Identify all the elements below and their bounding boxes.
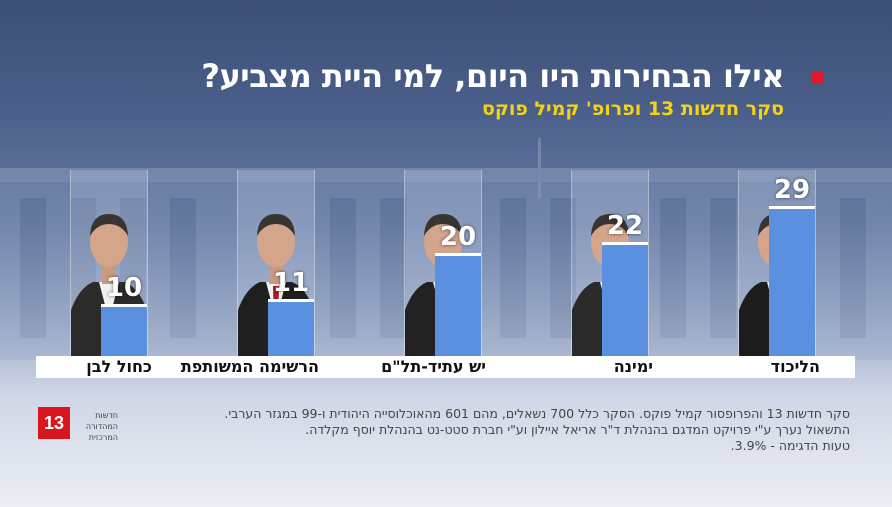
labels-strip	[36, 356, 855, 378]
bar-cap	[268, 299, 314, 302]
party-card: 11	[237, 170, 315, 356]
note-line: סקר חדשות 13 והפרופסור קמיל פוקס. הסקר כ…	[224, 406, 850, 421]
note-line: התשאול נערך ע"י פרויקט המדגם בהנהלת ד"ר …	[305, 422, 850, 437]
bar	[602, 242, 648, 356]
title-bullet	[812, 72, 823, 83]
category-label: ימינה	[613, 357, 653, 376]
party-card: 20	[404, 170, 482, 356]
bar	[769, 206, 815, 356]
bar-cap	[602, 242, 648, 245]
party-card: 22	[571, 170, 649, 356]
bar-value-label: 10	[105, 273, 143, 303]
note-line: טעות הדגימה - 3.9%.	[730, 438, 850, 453]
category-label: יש עתיד-תל"ם	[381, 357, 486, 376]
channel-13-logo: 13	[38, 407, 70, 439]
bar-cap	[769, 206, 815, 209]
bar-value-label: 29	[773, 175, 811, 205]
chart-title: אילו הבחירות היו היום, למי היית מצביע?	[201, 57, 784, 95]
bar-value-label: 11	[272, 268, 310, 298]
survey-note: סקר חדשות 13 והפרופסור קמיל פוקס. הסקר כ…	[130, 406, 850, 454]
category-label: הרשימה המשותפת	[180, 357, 319, 376]
bar	[268, 299, 314, 356]
logo-caption: חדשות המהדורה המרכזית	[85, 411, 118, 442]
bar-cap	[435, 253, 481, 256]
bar-value-label: 20	[439, 222, 477, 252]
category-label: הליכוד	[770, 357, 820, 376]
category-label: כחול לבן	[86, 357, 152, 376]
bar	[435, 253, 481, 356]
bar-value-label: 22	[606, 211, 644, 241]
bar	[101, 304, 147, 356]
chart-subtitle: סקר חדשות 13 ופרופ' קמיל פוקס	[481, 98, 784, 120]
bar-cap	[101, 304, 147, 307]
party-card: 10	[70, 170, 148, 356]
party-card: 29	[738, 170, 816, 356]
